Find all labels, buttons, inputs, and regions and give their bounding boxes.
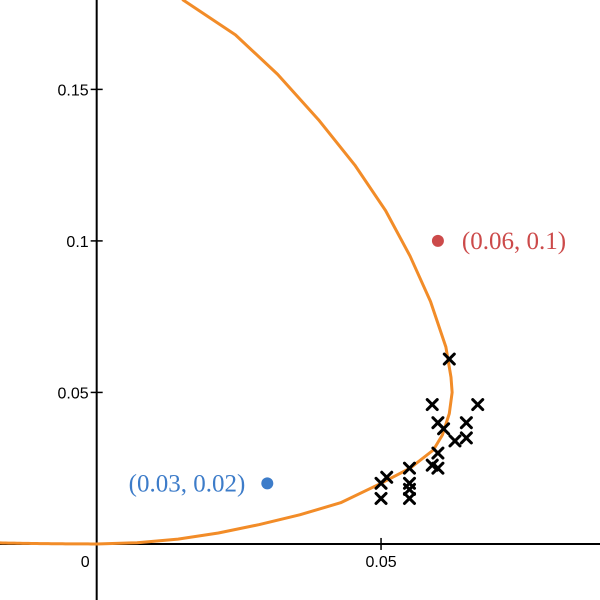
- cross-marker: [459, 416, 473, 430]
- cross-marker: [374, 491, 388, 505]
- parabola-curve: [0, 0, 454, 546]
- curve-layer: [0, 0, 454, 546]
- cross-marker: [402, 482, 416, 496]
- cross-stroke: [437, 422, 451, 436]
- cross-stroke: [459, 416, 473, 430]
- cross-stroke: [374, 491, 388, 505]
- cross-marker: [425, 398, 439, 412]
- cross-stroke: [402, 491, 416, 505]
- highlight-point: [261, 477, 274, 490]
- y-tick-label: 0.1: [66, 234, 88, 251]
- cross-stroke: [431, 446, 445, 460]
- y-tick-label: 0.05: [58, 385, 89, 402]
- cross-stroke: [442, 352, 456, 366]
- cross-stroke: [431, 461, 445, 475]
- x-tick-label: 0.05: [365, 554, 396, 571]
- cross-marker: [431, 446, 445, 460]
- cross-stroke: [459, 431, 473, 445]
- y-tick-label: 0.15: [58, 82, 89, 99]
- x-tick-label: 0: [81, 554, 90, 571]
- cross-marker: [431, 461, 445, 475]
- cross-marker: [402, 491, 416, 505]
- cross-marker: [471, 398, 485, 412]
- cross-stroke: [425, 398, 439, 412]
- cross-markers: [374, 352, 485, 505]
- cross-stroke: [448, 434, 462, 448]
- cross-marker: [374, 476, 388, 490]
- cross-stroke: [402, 482, 416, 496]
- cross-marker: [437, 422, 451, 436]
- cross-marker: [448, 434, 462, 448]
- highlighted-points: (0.03, 0.02) (0.06, 0.1): [129, 228, 566, 497]
- point-label: (0.06, 0.1): [462, 228, 566, 255]
- cross-stroke: [374, 476, 388, 490]
- cross-stroke: [471, 398, 485, 412]
- highlight-point: [431, 234, 444, 247]
- cross-marker: [459, 431, 473, 445]
- cross-stroke: [402, 461, 416, 475]
- cross-stroke: [425, 458, 439, 472]
- point-label: (0.03, 0.02): [129, 470, 246, 497]
- cross-marker: [442, 352, 456, 366]
- cross-marker: [402, 461, 416, 475]
